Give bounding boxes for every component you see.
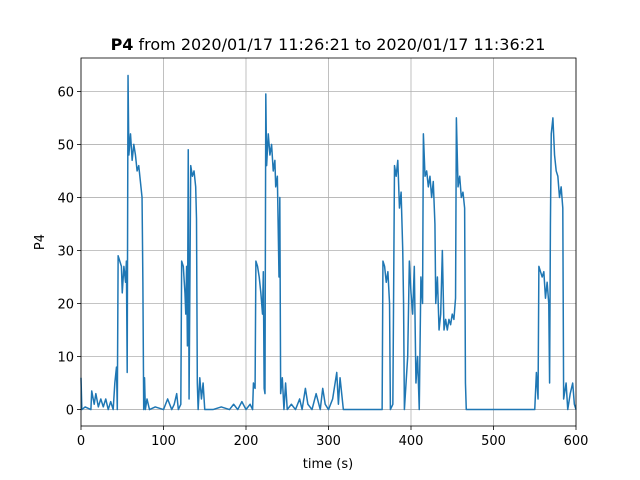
y-tick-label: 20 — [57, 298, 74, 313]
x-tick-label: 200 — [234, 434, 259, 449]
y-tick-label: 40 — [57, 191, 74, 206]
x-tick-label: 300 — [316, 434, 341, 449]
chart-title: P4 from 2020/01/17 11:26:21 to 2020/01/1… — [111, 35, 546, 54]
y-tick-label: 10 — [57, 351, 74, 366]
y-tick-label: 0 — [66, 404, 74, 419]
title-text: from 2020/01/17 11:26:21 to 2020/01/17 1… — [139, 35, 546, 54]
x-axis-label: time (s) — [303, 457, 353, 472]
y-tick-label: 60 — [57, 85, 74, 100]
title-bold: P4 — [111, 35, 134, 54]
x-tick-label: 600 — [564, 434, 589, 449]
data-line — [80, 74, 577, 411]
x-tick-label: 0 — [77, 434, 85, 449]
x-tick-label: 500 — [481, 434, 506, 449]
y-axis-label: P4 — [33, 234, 48, 250]
y-tick-label: 50 — [57, 138, 74, 153]
y-tick-label: 30 — [57, 244, 74, 259]
x-tick-label: 400 — [399, 434, 424, 449]
plot-area — [80, 74, 577, 411]
x-tick-label: 100 — [151, 434, 176, 449]
